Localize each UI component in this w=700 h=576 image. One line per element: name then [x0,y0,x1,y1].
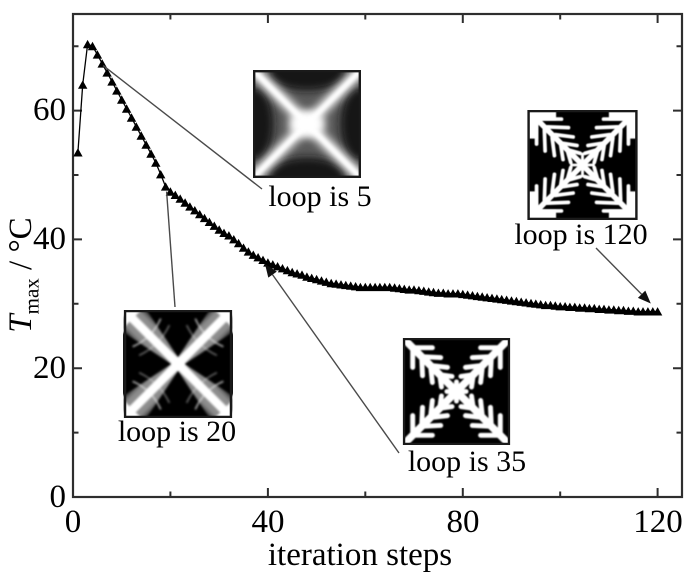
axis-ticks [72,14,682,498]
annotation-leader-line [102,65,263,190]
annotation-leader-line [271,274,400,454]
plot-box [71,12,684,499]
inset-caption-loop-20: loop is 20 [117,415,237,448]
y-tick-label-40: 40 [33,221,66,257]
inset-image-loop-5 [253,70,361,178]
y-axis-label-subscript: max [19,278,44,315]
inset-caption-loop-5: loop is 5 [268,180,372,213]
x-tick-label-120: 120 [633,504,683,540]
y-axis-label-unit: / °C [3,217,39,279]
annotation-leader-line [595,247,643,295]
inset-image-loop-20 [123,310,233,418]
inset-caption-loop-120: loop is 120 [514,218,648,251]
y-tick-label-20: 20 [33,350,66,386]
inset-caption-loop-35: loop is 35 [407,445,527,478]
annotation-arrowhead [637,290,651,304]
x-tick-label-40: 40 [251,504,285,540]
x-tick-label-80: 80 [446,504,480,540]
annotation-arrowhead [265,264,277,278]
inset-image-loop-35 [402,338,511,445]
x-axis-label: iteration steps [267,537,453,573]
y-tick-label-0: 0 [49,479,67,515]
inset-image-loop-120 [527,110,638,220]
y-axis-label-symbol: T [3,314,39,333]
y-axis-label: Tmax / °C [3,125,44,425]
y-tick-label-60: 60 [33,92,66,128]
annotation-leader-line [165,191,176,308]
x-tick-label-0: 0 [64,504,82,540]
